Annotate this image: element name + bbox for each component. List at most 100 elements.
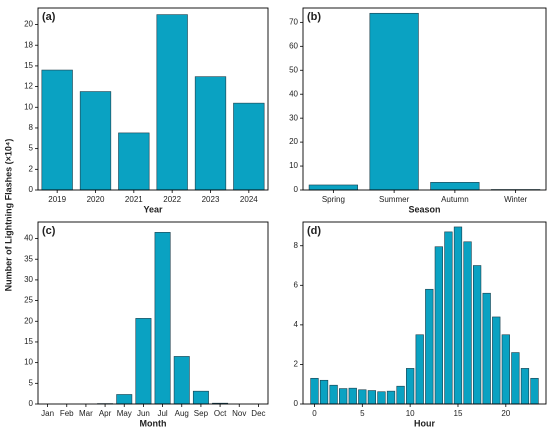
bar	[386, 390, 396, 405]
bar	[348, 387, 357, 405]
x-tick-label: 15	[454, 409, 463, 418]
bar	[377, 391, 386, 405]
bar	[41, 69, 73, 191]
y-tick-label: 20	[24, 316, 33, 325]
x-axis-label: Year	[143, 204, 163, 214]
y-tick-label: 2	[294, 360, 299, 369]
bar	[425, 288, 434, 405]
x-tick-label: 10	[406, 409, 415, 418]
plot-frame	[37, 7, 269, 191]
y-tick-label: 20	[289, 137, 298, 146]
bar	[472, 265, 482, 405]
y-tick-label: 8	[294, 241, 299, 250]
bar	[118, 132, 150, 191]
bar	[369, 12, 419, 191]
x-tick-label: Summer	[379, 195, 410, 204]
x-axis-label: Hour	[414, 418, 435, 428]
x-tick-label: Jan	[41, 409, 54, 418]
x-tick-label: Apr	[99, 409, 112, 418]
y-axis-label: Number of Lightning Flashes (×10⁴)	[3, 139, 13, 292]
x-tick-label: Aug	[175, 409, 189, 418]
y-tick-label: 0	[294, 185, 299, 194]
panel-label: (b)	[307, 11, 321, 23]
bar	[308, 184, 358, 191]
bar	[310, 377, 319, 405]
bar	[492, 316, 501, 405]
bar	[520, 368, 530, 405]
x-tick-label: Jun	[137, 409, 150, 418]
bar	[453, 226, 463, 405]
plot-frame	[302, 221, 547, 405]
y-tick-label: 70	[289, 17, 298, 26]
bar	[358, 389, 367, 405]
bar	[116, 394, 133, 405]
x-tick-label: Feb	[60, 409, 74, 418]
y-tick-label: 40	[24, 234, 33, 243]
plot-frame	[37, 221, 269, 405]
bar	[154, 232, 171, 405]
bar	[396, 385, 405, 405]
x-tick-label: 2024	[240, 195, 258, 204]
x-tick-label: 20	[501, 409, 510, 418]
x-tick-label: Dec	[251, 409, 265, 418]
x-tick-label: Jul	[157, 409, 167, 418]
x-tick-label: 2020	[87, 195, 105, 204]
bar	[434, 246, 443, 405]
bar	[233, 102, 265, 191]
y-tick-label: 30	[24, 275, 33, 284]
bar	[135, 318, 152, 405]
panel-label: (d)	[307, 225, 321, 237]
x-axis-label: Month	[140, 418, 167, 428]
bar	[482, 292, 491, 405]
y-tick-label: 10	[24, 358, 33, 367]
y-tick-label: 50	[289, 65, 298, 74]
y-tick-label: 5	[29, 378, 34, 387]
x-tick-label: 2021	[125, 195, 143, 204]
bar	[173, 356, 190, 405]
y-tick-label: 35	[24, 254, 33, 263]
y-tick-label: 0	[29, 399, 34, 408]
bar	[501, 334, 510, 405]
x-tick-label: Autumn	[441, 195, 469, 204]
y-tick-label: 15	[24, 61, 33, 70]
y-tick-label: 5	[29, 144, 34, 153]
y-tick-label: 20	[24, 20, 33, 29]
y-tick-label: 6	[294, 280, 299, 289]
y-tick-label: 25	[24, 296, 33, 305]
bar	[192, 390, 209, 405]
y-tick-label: 40	[289, 89, 298, 98]
x-tick-label: 2022	[163, 195, 181, 204]
x-tick-label: Nov	[232, 409, 246, 418]
x-tick-label: 2019	[48, 195, 66, 204]
y-tick-label: 0	[294, 399, 299, 408]
y-tick-label: 15	[24, 337, 33, 346]
x-tick-label: 5	[360, 409, 365, 418]
bar	[367, 390, 377, 405]
x-tick-label: Spring	[322, 195, 345, 204]
bar	[430, 182, 480, 191]
y-tick-label: 30	[289, 113, 298, 122]
bar	[339, 388, 348, 405]
bar	[530, 377, 539, 405]
x-tick-label: Sep	[194, 409, 209, 418]
x-tick-label: Mar	[79, 409, 93, 418]
x-tick-label: Winter	[504, 195, 527, 204]
x-tick-label: Oct	[214, 409, 227, 418]
y-tick-label: 18	[24, 40, 33, 49]
bar	[406, 368, 415, 405]
y-tick-label: 8	[29, 123, 34, 132]
bar	[79, 91, 112, 191]
y-tick-label: 12	[24, 82, 33, 91]
y-tick-label: 0	[29, 185, 34, 194]
x-tick-label: 0	[312, 409, 317, 418]
y-tick-label: 4	[294, 320, 299, 329]
bar	[415, 334, 424, 405]
panel-label: (a)	[42, 11, 56, 23]
panel-label: (c)	[42, 225, 56, 237]
bar	[511, 352, 520, 405]
bar	[463, 241, 472, 405]
bar	[194, 76, 227, 191]
bar	[319, 379, 329, 405]
y-tick-label: 10	[24, 102, 33, 111]
